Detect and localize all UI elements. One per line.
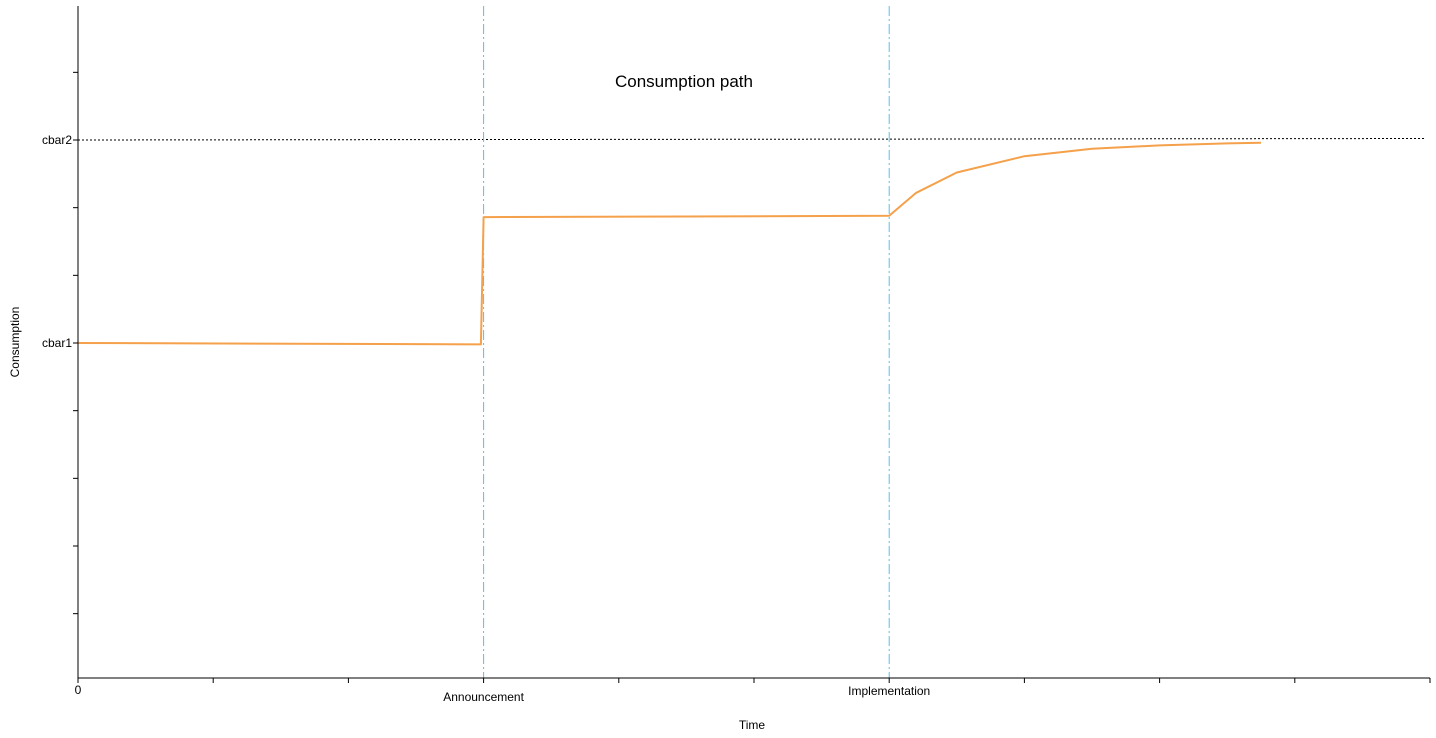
x-tick-label: Announcement — [443, 690, 524, 704]
series-group — [77, 141, 1262, 346]
reference-line-horizontal — [77, 138, 1425, 141]
ticks — [73, 71, 1431, 683]
y-tick-label: cbar2 — [42, 133, 72, 147]
y-tick-label: cbar1 — [42, 336, 72, 350]
axes — [77, 6, 1430, 679]
x-tick-label: Implementation — [848, 684, 930, 698]
tick-labels: 0 Announcement Implementation cbar1 cbar2 — [42, 133, 930, 704]
chart-title: Consumption path — [615, 72, 753, 91]
y-axis-title: Consumption — [8, 307, 22, 378]
consumption-series-line — [77, 141, 1262, 346]
x-axis-title: Time — [739, 718, 766, 732]
reference-lines — [77, 6, 1425, 678]
x-tick-label: 0 — [75, 683, 82, 697]
